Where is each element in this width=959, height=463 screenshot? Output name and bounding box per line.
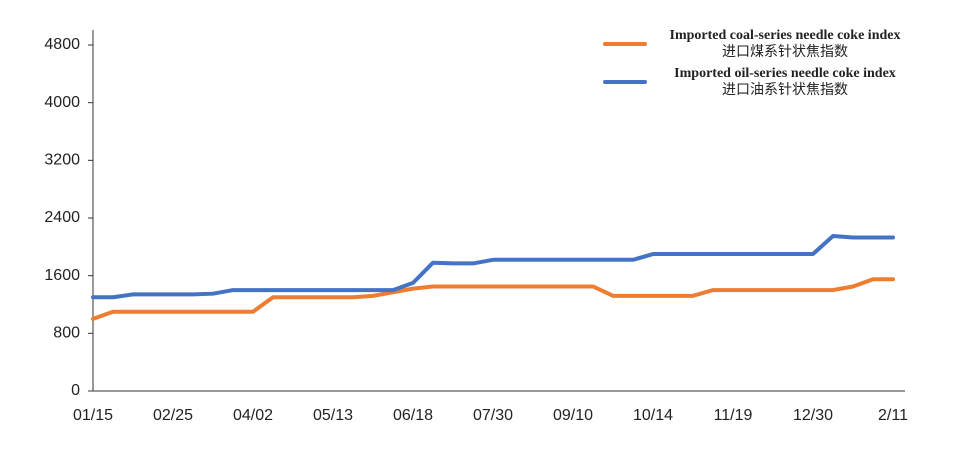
x-tick-label: 12/30 [793,407,833,424]
y-tick-label: 1600 [44,267,80,284]
line-series [91,234,895,300]
legend-label-zh: 进口油系针状焦指数 [722,82,848,98]
line-series [91,277,895,321]
y-tick-label: 2400 [44,209,80,226]
legend-label: Imported coal-series needle coke index [670,28,901,43]
x-tick-label: 10/14 [633,407,673,424]
y-tick-label: 4800 [44,36,80,53]
legend-label: Imported oil-series needle coke index [674,66,896,81]
x-tick-label: 01/15 [73,407,113,424]
x-tick-label: 07/30 [473,407,513,424]
x-tick-label: 05/13 [313,407,353,424]
x-tick-label: 04/02 [233,407,273,424]
y-tick-label: 3200 [44,152,80,169]
x-tick-label: 02/25 [153,407,193,424]
x-tick-label: 2/11 [878,407,908,424]
legend-label-zh: 进口煤系针状焦指数 [722,44,848,60]
y-tick-label: 0 [71,382,80,399]
x-tick-label: 06/18 [393,407,433,424]
y-tick-label: 4000 [44,94,80,111]
y-tick-label: 800 [53,325,80,342]
x-tick-label: 11/19 [714,407,753,424]
x-tick-label: 09/10 [553,407,593,424]
